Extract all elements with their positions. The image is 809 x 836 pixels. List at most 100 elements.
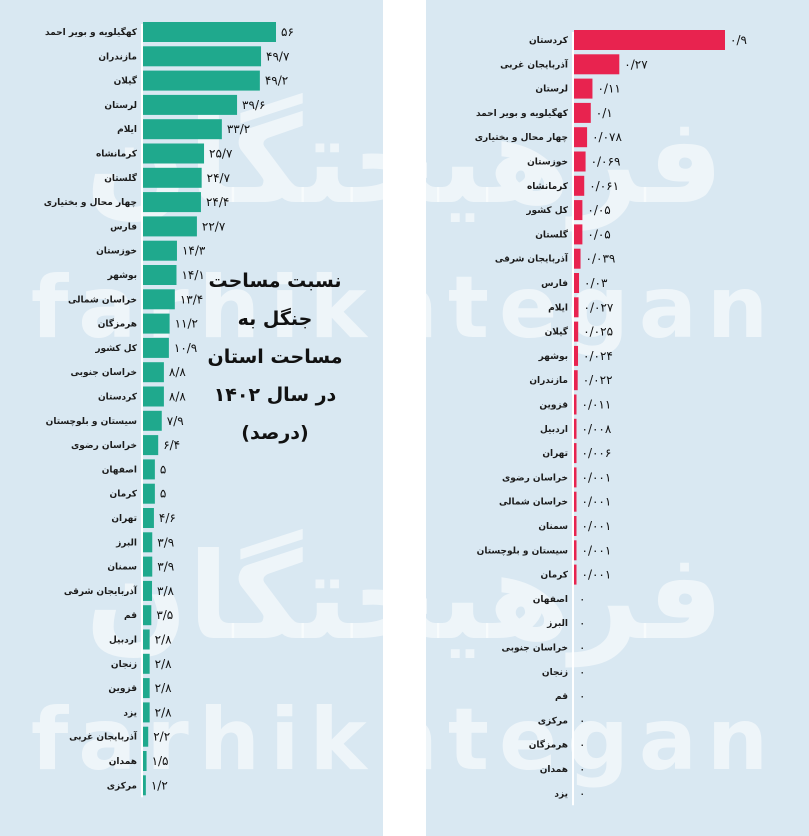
category-label: زنجان <box>542 668 568 678</box>
category-label: خراسان جنوبی <box>70 368 137 378</box>
category-label: سمنان <box>538 522 568 532</box>
category-label: خراسان جنوبی <box>501 644 568 654</box>
value-label: ۳/۹ <box>157 560 174 574</box>
bar <box>143 459 155 480</box>
bar <box>574 394 577 415</box>
bar <box>143 605 152 626</box>
value-label: ۰/۰۰۱ <box>582 519 612 533</box>
bar <box>574 516 577 536</box>
bar <box>143 653 150 674</box>
value-label: ۱/۵ <box>152 754 169 768</box>
title-line: (درصد) <box>241 422 309 444</box>
category-label: خوزستان <box>96 247 137 257</box>
value-label: ۰/۰۰۱ <box>582 470 612 484</box>
category-label: گلستان <box>104 172 138 184</box>
bar <box>143 726 149 747</box>
bar <box>574 297 579 318</box>
category-label: خراسان رضوی <box>71 441 137 451</box>
category-label: بوشهر <box>107 271 137 281</box>
bar <box>143 192 201 213</box>
category-label: مازندران <box>98 52 137 62</box>
bar <box>574 564 577 585</box>
bar <box>143 751 147 771</box>
category-label: خوزستان <box>527 158 568 168</box>
category-label: تهران <box>542 449 568 459</box>
value-label: ۳۳/۲ <box>227 122 250 136</box>
bar <box>574 30 725 50</box>
category-label: گیلان <box>545 326 569 338</box>
category-label: چهار محال و بختیاری <box>475 133 568 143</box>
bar <box>143 702 150 723</box>
category-label: ایلام <box>548 303 568 313</box>
value-label: ۰/۰۳۹ <box>586 252 616 266</box>
category-label: آذربایجان غربی <box>500 58 569 70</box>
value-label: ۰/۹ <box>730 33 747 47</box>
category-label: کردستان <box>529 36 569 46</box>
value-label: ۵ <box>160 487 166 501</box>
value-label: ۲۵/۷ <box>209 147 233 161</box>
bar <box>574 248 581 269</box>
bar <box>574 273 580 293</box>
bar <box>574 418 577 439</box>
value-label: ۰ <box>579 713 585 727</box>
value-label: ۰/۰۰۶ <box>582 446 612 460</box>
value-label: ۸/۸ <box>169 365 186 379</box>
category-label: قزوین <box>108 684 137 694</box>
category-label: کرمان <box>541 571 569 581</box>
category-label: خراسان رضوی <box>502 473 568 483</box>
value-label: ۰/۰۵ <box>587 227 610 241</box>
category-label: هرمزگان <box>529 739 568 751</box>
value-label: ۳/۹ <box>157 535 174 549</box>
title-line: نسبت مساحت <box>208 270 342 292</box>
bar <box>143 362 164 383</box>
bar <box>143 119 222 140</box>
forest-ratio-chart-title: نسبت مساحت جنگل به مساحت استان در سال ۱۴۰۲ (… <box>205 262 345 452</box>
category-label: مرکزی <box>538 716 568 726</box>
value-label: ۰/۰۶۹ <box>591 155 621 169</box>
forest-ratio-panel: فرهیختگان farhikhtegan فرهیختگان farhikh… <box>0 0 383 836</box>
category-label: هرمزگان <box>98 318 137 330</box>
value-label: ۱۱/۲ <box>175 317 198 331</box>
category-label: ایلام <box>117 125 137 135</box>
value-label: ۲/۸ <box>155 681 172 695</box>
category-label: اصفهان <box>102 465 137 475</box>
value-label: ۰ <box>579 616 585 630</box>
value-label: ۲۲/۷ <box>202 219 226 233</box>
category-label: خراسان شمالی <box>499 498 568 508</box>
value-label: ۲/۸ <box>155 657 172 671</box>
category-label: همدان <box>540 765 568 775</box>
value-label: ۰ <box>579 689 585 703</box>
category-label: کهگیلویه و بویر احمد <box>476 107 569 119</box>
category-label: خراسان شمالی <box>68 295 137 305</box>
category-label: کرمانشاه <box>527 182 569 192</box>
bar <box>574 102 591 123</box>
category-label: لرستان <box>535 85 568 95</box>
value-label: ۰ <box>579 665 585 679</box>
category-label: کرمان <box>110 490 138 500</box>
category-label: چهار محال و بختیاری <box>44 198 137 208</box>
bar <box>143 289 175 310</box>
category-label: مرکزی <box>107 781 137 791</box>
bar <box>143 508 154 528</box>
value-label: ۰/۰۵ <box>587 203 610 217</box>
bar <box>143 556 153 577</box>
category-label: سیستان و بلوچستان <box>477 546 569 556</box>
value-label: ۰/۰۷۸ <box>592 130 622 144</box>
bar <box>574 200 583 221</box>
value-label: ۴/۶ <box>159 511 176 525</box>
bar <box>574 321 579 342</box>
bar <box>143 483 155 504</box>
title-line: در سال ۱۴۰۲ <box>213 384 337 406</box>
bar <box>143 580 153 601</box>
value-label: ۳۹/۶ <box>242 98 265 112</box>
value-label: ۰/۰۰۱ <box>582 568 612 582</box>
category-label: آذربایجان شرقی <box>495 253 569 265</box>
category-label: کرمانشاه <box>96 150 138 160</box>
bar <box>143 678 150 699</box>
category-label: بوشهر <box>538 352 568 362</box>
category-label: قزوین <box>539 401 568 411</box>
category-label: گلستان <box>535 228 569 240</box>
category-label: آذربایجان شرقی <box>64 585 138 597</box>
bar <box>143 22 276 42</box>
value-label: ۴۹/۷ <box>266 49 290 63</box>
